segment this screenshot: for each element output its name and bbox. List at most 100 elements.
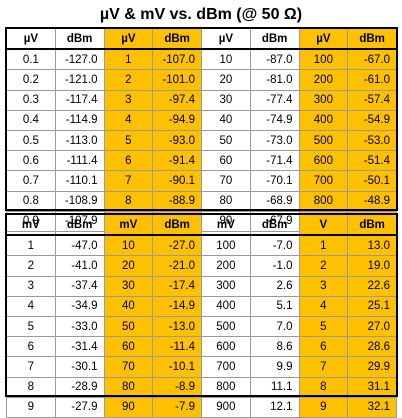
table-row: 0.1 -127.0 1 -107.0 10 -87.0 100 -67.0 <box>6 48 397 71</box>
dbm-cell: -73.0 <box>249 129 300 152</box>
dbm-cell: -68.9 <box>249 190 300 212</box>
voltage-cell: 8 <box>298 376 349 398</box>
voltage-cell: 70 <box>201 170 251 192</box>
dbm-cell: -53.0 <box>347 129 397 152</box>
voltage-cell: 900 <box>201 396 251 418</box>
dbm-cell: -33.0 <box>54 315 105 338</box>
voltage-cell: 60 <box>103 336 154 358</box>
dbm-cell: -30.1 <box>54 356 105 378</box>
voltage-cell: 0.6 <box>6 150 56 172</box>
voltage-cell: 0.2 <box>6 69 56 91</box>
dbm-cell: -67.0 <box>347 48 397 71</box>
dbm-cell: -61.0 <box>347 69 397 91</box>
voltage-cell: 20 <box>201 69 251 91</box>
dbm-cell: -113.0 <box>54 129 105 152</box>
dbm-cell: -37.4 <box>54 275 105 297</box>
dbm-cell: -48.9 <box>347 190 397 212</box>
voltage-cell: 7 <box>103 170 154 192</box>
column-header: dBm <box>54 28 105 50</box>
dbm-cell: -90.1 <box>152 170 202 192</box>
dbm-cell: -27.0 <box>152 234 202 257</box>
voltage-cell: 700 <box>201 356 251 378</box>
dbm-cell: 9.9 <box>249 356 300 378</box>
voltage-cell: 0.1 <box>6 48 56 71</box>
dbm-cell: -93.0 <box>152 129 202 152</box>
voltage-cell: 0.8 <box>6 190 56 212</box>
dbm-cell: -117.4 <box>54 89 105 111</box>
table-row: 0.4 -114.9 4 -94.9 40 -74.9 400 -54.9 <box>6 109 397 131</box>
dbm-cell: -81.0 <box>249 69 300 91</box>
voltage-cell: 30 <box>103 275 154 297</box>
table-row: 7 -30.1 70 -10.1 700 9.9 7 29.9 <box>6 356 397 378</box>
voltage-cell: 5 <box>298 315 349 338</box>
dbm-cell: 22.6 <box>347 275 397 297</box>
table-row: 0.8 -108.9 8 -88.9 80 -68.9 800 -48.9 <box>6 190 397 212</box>
voltage-cell: 1 <box>6 234 56 257</box>
column-header: mV <box>6 214 56 236</box>
dbm-cell: -114.9 <box>54 109 105 131</box>
voltage-cell: 40 <box>103 295 154 317</box>
dbm-cell: -10.1 <box>152 356 202 378</box>
voltage-cell: 500 <box>201 315 251 338</box>
table-row: 0.6 -111.4 6 -91.4 60 -71.4 600 -51.4 <box>6 150 397 172</box>
voltage-cell: 600 <box>201 336 251 358</box>
voltage-cell: 400 <box>298 109 349 131</box>
dbm-cell: -108.9 <box>54 190 105 212</box>
voltage-cell: 100 <box>201 234 251 257</box>
table-row: 1 -47.0 10 -27.0 100 -7.0 1 13.0 <box>6 234 397 257</box>
voltage-cell: 10 <box>201 48 251 71</box>
dbm-cell: 32.1 <box>347 396 397 418</box>
table-row: 5 -33.0 50 -13.0 500 7.0 5 27.0 <box>6 315 397 338</box>
voltage-cell: 800 <box>201 376 251 398</box>
dbm-cell: -91.4 <box>152 150 202 172</box>
dbm-cell: -97.4 <box>152 89 202 111</box>
table-row: 2 -41.0 20 -21.0 200 -1.0 2 19.0 <box>6 255 397 277</box>
voltage-cell: 300 <box>298 89 349 111</box>
dbm-cell: -111.4 <box>54 150 105 172</box>
dbm-cell: -110.1 <box>54 170 105 192</box>
voltage-cell: 6 <box>103 150 154 172</box>
column-header: µV <box>298 28 349 50</box>
dbm-cell: -71.4 <box>249 150 300 172</box>
microvolt-dbm-table: µV dBm µV dBm µV dBm µV dBm 0.1 -127.0 1 -107.0 10 -8… <box>6 28 397 232</box>
voltage-cell: 7 <box>298 356 349 378</box>
column-header: dBm <box>249 214 300 236</box>
dbm-cell: 19.0 <box>347 255 397 277</box>
voltage-cell: 5 <box>103 129 154 152</box>
voltage-cell: 8 <box>6 376 56 398</box>
column-header: µV <box>103 28 154 50</box>
voltage-cell: 3 <box>298 275 349 297</box>
dbm-cell: -87.0 <box>249 48 300 71</box>
dbm-cell: -70.1 <box>249 170 300 192</box>
dbm-cell: -7.0 <box>249 234 300 257</box>
voltage-cell: 0.3 <box>6 89 56 111</box>
voltage-cell: 600 <box>298 150 349 172</box>
dbm-cell: -21.0 <box>152 255 202 277</box>
voltage-cell: 2 <box>103 69 154 91</box>
table-row: 3 -37.4 30 -17.4 300 2.6 3 22.6 <box>6 275 397 297</box>
column-header: dBm <box>54 214 105 236</box>
voltage-cell: 1 <box>103 48 154 71</box>
voltage-cell: 1 <box>298 234 349 257</box>
table-row: 0.2 -121.0 2 -101.0 20 -81.0 200 -61.0 <box>6 69 397 91</box>
column-header: dBm <box>347 28 397 50</box>
dbm-cell: -41.0 <box>54 255 105 277</box>
dbm-cell: -121.0 <box>54 69 105 91</box>
voltage-cell: 3 <box>6 275 56 297</box>
column-header: dBm <box>347 214 397 236</box>
voltage-cell: 2 <box>298 255 349 277</box>
dbm-cell: -14.9 <box>152 295 202 317</box>
voltage-cell: 400 <box>201 295 251 317</box>
dbm-cell: -11.4 <box>152 336 202 358</box>
dbm-cell: 11.1 <box>249 376 300 398</box>
voltage-cell: 6 <box>298 336 349 358</box>
voltage-cell: 90 <box>103 396 154 418</box>
voltage-cell: 6 <box>6 336 56 358</box>
voltage-cell: 3 <box>103 89 154 111</box>
voltage-cell: 4 <box>103 109 154 131</box>
dbm-cell: -57.4 <box>347 89 397 111</box>
voltage-cell: 200 <box>298 69 349 91</box>
column-header: mV <box>201 214 251 236</box>
column-header: dBm <box>152 214 202 236</box>
